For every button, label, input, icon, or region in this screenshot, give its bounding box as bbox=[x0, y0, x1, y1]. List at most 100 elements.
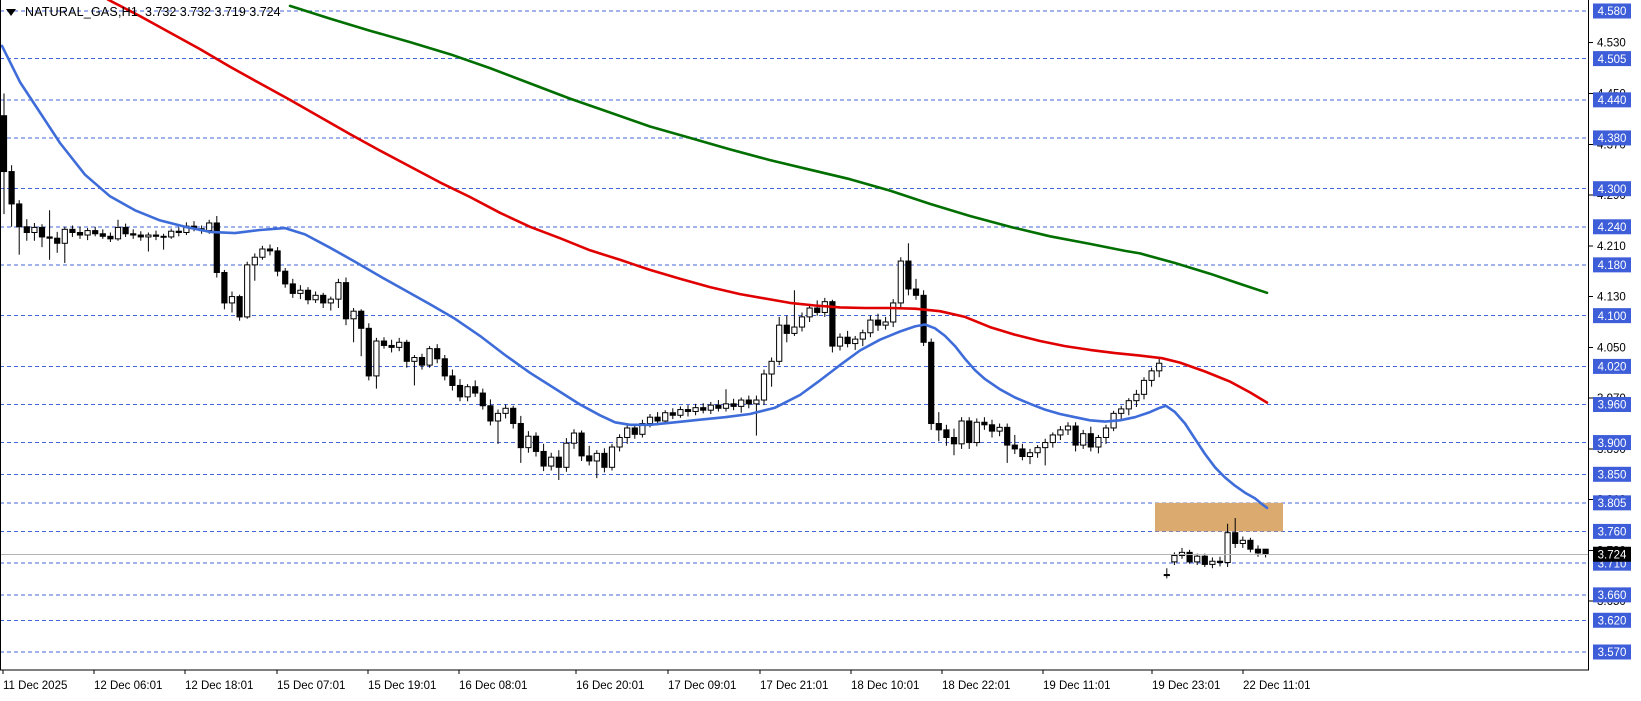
ma-slow-green bbox=[288, 4, 1269, 295]
candle-body bbox=[297, 289, 304, 294]
candle-body bbox=[1232, 532, 1239, 544]
price-level-badge-label: 4.240 bbox=[1598, 222, 1627, 234]
candle-body bbox=[1239, 539, 1246, 544]
candle-body bbox=[882, 321, 889, 326]
candle-body bbox=[1156, 362, 1163, 372]
price-level-badge bbox=[1593, 466, 1631, 482]
time-label: 17 Dec 21:01 bbox=[760, 680, 828, 692]
time-label: 12 Dec 18:01 bbox=[185, 680, 253, 692]
candle-body bbox=[981, 421, 988, 426]
candle-body bbox=[1080, 433, 1087, 446]
candle-body bbox=[829, 301, 836, 347]
candle-body bbox=[274, 250, 281, 272]
candle-body bbox=[897, 260, 904, 304]
price-level-badge bbox=[1593, 3, 1631, 19]
price-level-badge bbox=[1593, 396, 1631, 412]
time-label: 18 Dec 10:01 bbox=[851, 680, 919, 692]
candle-body bbox=[646, 416, 654, 425]
candle-body bbox=[411, 357, 418, 362]
price-level-badge bbox=[1593, 587, 1631, 603]
candle-body bbox=[114, 226, 122, 240]
price-level-badge bbox=[1593, 358, 1631, 374]
candle-body bbox=[555, 456, 562, 468]
candle-body bbox=[586, 455, 593, 462]
candle-body bbox=[92, 230, 99, 235]
time-label: 19 Dec 11:01 bbox=[1043, 680, 1111, 692]
candle-body bbox=[1133, 393, 1140, 402]
candle-body bbox=[677, 409, 684, 416]
axis-price-label: 4.050 bbox=[1597, 342, 1626, 354]
candle-body bbox=[221, 271, 228, 304]
candle-body bbox=[608, 446, 616, 468]
candle-body bbox=[540, 450, 547, 467]
candle-body bbox=[624, 427, 631, 438]
candle-body bbox=[768, 360, 775, 375]
candle-body bbox=[1019, 448, 1026, 458]
supply-zone-box[interactable] bbox=[1155, 502, 1283, 532]
candle-body bbox=[950, 436, 958, 445]
candle-body bbox=[54, 237, 61, 244]
candle-body bbox=[1140, 379, 1148, 395]
candle-body bbox=[479, 392, 486, 407]
time-label: 18 Dec 22:01 bbox=[942, 680, 1010, 692]
candle-body bbox=[1254, 548, 1262, 554]
price-axis[interactable]: 4.5304.4504.3704.2904.2104.1304.0503.970… bbox=[1589, 3, 1631, 660]
candle-body bbox=[472, 386, 479, 394]
price-level-badge bbox=[1593, 257, 1631, 273]
candle-body bbox=[365, 327, 372, 377]
price-level-badge-label: 3.900 bbox=[1598, 438, 1627, 450]
price-level-badge-label: 3.570 bbox=[1598, 647, 1627, 659]
candle-body bbox=[396, 341, 403, 348]
candle-body bbox=[722, 403, 730, 409]
candle-body bbox=[388, 344, 395, 348]
candle-body bbox=[350, 310, 357, 320]
candle-body bbox=[1064, 425, 1072, 431]
candle-body bbox=[145, 234, 152, 238]
candle-body bbox=[38, 226, 46, 238]
candle-body bbox=[966, 420, 973, 444]
candle-body bbox=[692, 407, 699, 412]
time-label: 17 Dec 09:01 bbox=[668, 680, 736, 692]
candle-body bbox=[289, 283, 296, 294]
candle-body bbox=[1171, 555, 1178, 563]
candle-body bbox=[859, 332, 866, 340]
candle-body bbox=[1163, 574, 1170, 577]
candle-body bbox=[282, 270, 289, 285]
candle-body bbox=[502, 407, 509, 414]
candle-body bbox=[464, 386, 471, 398]
candle-body bbox=[487, 405, 494, 422]
price-level-badge-label: 4.020 bbox=[1598, 362, 1627, 374]
price-level-badge bbox=[1593, 644, 1631, 660]
candle-body bbox=[753, 399, 760, 405]
candle-body bbox=[943, 429, 950, 438]
time-axis[interactable]: 11 Dec 2025 12 Dec 06:01 12 Dec 18:01 15 De… bbox=[2, 670, 1311, 692]
price-level-badge-label: 4.300 bbox=[1598, 184, 1627, 196]
candle-body bbox=[1262, 548, 1269, 555]
candle-body bbox=[1072, 425, 1079, 446]
price-level-badge bbox=[1593, 308, 1631, 324]
candle-body bbox=[122, 226, 129, 235]
price-level-badge-label: 3.805 bbox=[1598, 498, 1627, 510]
candle-body bbox=[684, 409, 692, 412]
price-level-badge bbox=[1593, 92, 1631, 108]
candle-body bbox=[380, 340, 388, 346]
candle-body bbox=[806, 307, 813, 318]
price-level-badge bbox=[1593, 219, 1631, 235]
price-level-badge-label: 3.660 bbox=[1598, 590, 1627, 602]
candle-body bbox=[1095, 436, 1102, 448]
candle-body bbox=[99, 233, 106, 237]
candle-body bbox=[1118, 408, 1125, 414]
one-click-trading-arrow-icon[interactable] bbox=[6, 8, 16, 16]
candle-body bbox=[510, 407, 517, 425]
price-level-badge-label: 3.760 bbox=[1598, 527, 1627, 539]
time-label: 12 Dec 06:01 bbox=[94, 680, 162, 692]
candle-body bbox=[168, 230, 175, 238]
price-level-badge-label: 4.380 bbox=[1598, 133, 1627, 145]
candle-body bbox=[456, 384, 464, 398]
candle-body bbox=[601, 452, 608, 468]
time-label: 11 Dec 2025 bbox=[3, 680, 67, 692]
candle-body bbox=[745, 399, 752, 405]
candle-body bbox=[312, 294, 319, 301]
candle-body bbox=[730, 403, 737, 407]
